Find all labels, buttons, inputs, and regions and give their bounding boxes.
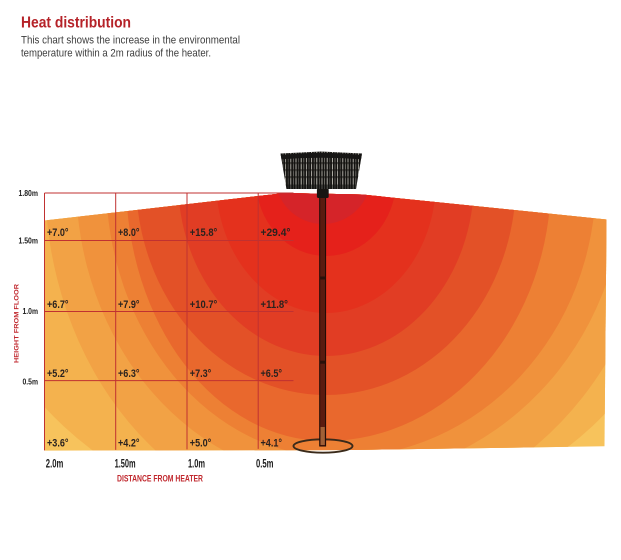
svg-text:+7.9°: +7.9° — [118, 299, 140, 311]
svg-text:0.5m: 0.5m — [23, 377, 39, 387]
svg-text:HEIGHT FROM FLOOR: HEIGHT FROM FLOOR — [14, 284, 21, 363]
svg-text:+7.0°: +7.0° — [47, 227, 69, 239]
svg-text:1.0m: 1.0m — [23, 306, 39, 316]
svg-text:+6.3°: +6.3° — [118, 368, 140, 380]
svg-text:+11.8°: +11.8° — [261, 299, 289, 311]
svg-text:+6.7°: +6.7° — [47, 299, 69, 311]
svg-text:0.5m: 0.5m — [256, 458, 274, 470]
svg-text:+5.0°: +5.0° — [190, 438, 212, 450]
svg-text:This chart shows the increase: This chart shows the increase in the env… — [21, 35, 240, 47]
svg-text:+3.6°: +3.6° — [47, 438, 69, 450]
svg-text:+4.2°: +4.2° — [118, 438, 140, 450]
svg-text:1.0m: 1.0m — [188, 458, 205, 470]
svg-text:+4.1°: +4.1° — [261, 438, 283, 450]
svg-text:1.50m: 1.50m — [115, 458, 136, 470]
svg-text:DISTANCE FROM HEATER: DISTANCE FROM HEATER — [117, 474, 203, 484]
svg-text:Heat distribution: Heat distribution — [21, 15, 131, 32]
svg-text:+29.4°: +29.4° — [261, 227, 291, 239]
svg-text:+15.8°: +15.8° — [190, 227, 218, 239]
svg-text:temperature within a 2m radius: temperature within a 2m radius of the he… — [21, 48, 211, 60]
svg-text:1.50m: 1.50m — [19, 235, 39, 245]
svg-text:+8.0°: +8.0° — [118, 227, 140, 239]
svg-text:+7.3°: +7.3° — [190, 368, 212, 380]
svg-text:+10.7°: +10.7° — [190, 299, 218, 311]
svg-text:+6.5°: +6.5° — [261, 368, 283, 380]
svg-text:1.80m: 1.80m — [19, 188, 39, 198]
svg-text:+5.2°: +5.2° — [47, 368, 69, 380]
svg-text:2.0m: 2.0m — [46, 458, 64, 470]
